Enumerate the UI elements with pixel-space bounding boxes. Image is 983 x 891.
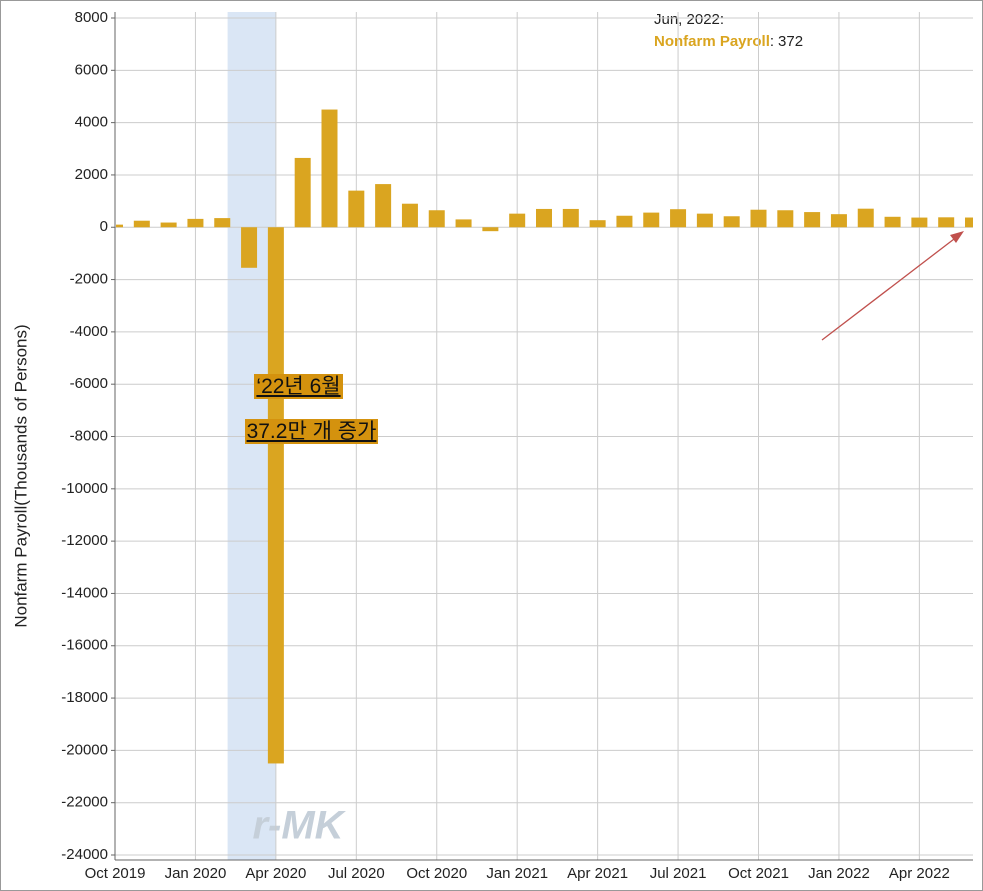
bar <box>965 217 973 228</box>
bar <box>160 222 177 228</box>
annotation-text: 37.2만 개 증가 <box>244 419 379 444</box>
y-tick-label: -14000 <box>61 584 108 601</box>
bar <box>375 184 392 228</box>
bar <box>830 214 847 228</box>
bar <box>267 227 284 764</box>
annotation-2: 37.2만 개 증가 <box>0 415 803 445</box>
x-tick-label: Oct 2019 <box>85 865 146 882</box>
y-tick-label: -20000 <box>61 741 108 758</box>
bar <box>401 203 418 228</box>
y-tick-label: 4000 <box>75 114 108 131</box>
tooltip-series: Nonfarm Payroll <box>654 33 770 50</box>
y-tick-label: 8000 <box>75 9 108 26</box>
tooltip-body: Nonfarm Payroll: 372 <box>654 33 803 50</box>
x-tick-label: Apr 2020 <box>245 865 306 882</box>
y-tick-label: 6000 <box>75 61 108 78</box>
bar <box>804 212 821 228</box>
x-tick-label: Jan 2021 <box>486 865 548 882</box>
y-tick-label: -4000 <box>70 323 108 340</box>
y-tick-label: -10000 <box>61 480 108 497</box>
bar <box>428 210 445 228</box>
bar <box>294 157 311 228</box>
bar <box>911 217 928 228</box>
y-tick-label: -16000 <box>61 637 108 654</box>
bar <box>750 209 767 228</box>
bar <box>116 224 123 228</box>
y-tick-label: -18000 <box>61 689 108 706</box>
bar <box>938 217 955 228</box>
bar <box>482 227 499 232</box>
bar <box>455 219 472 228</box>
bar <box>777 210 794 228</box>
x-tick-label: Oct 2021 <box>728 865 789 882</box>
y-tick-label: -12000 <box>61 532 108 549</box>
bar <box>241 227 258 268</box>
tooltip-value: 372 <box>778 33 803 50</box>
bar <box>643 212 660 228</box>
annotation-arrow <box>821 231 964 341</box>
bar <box>562 208 579 228</box>
bar <box>187 218 204 228</box>
annotation-text: ‘22년 6월 <box>254 374 343 399</box>
y-axis-label: Nonfarm Payroll(Thousands of Persons) <box>11 324 30 627</box>
bar <box>857 208 874 228</box>
tooltip-sep: : <box>770 33 774 50</box>
y-tick-label: 2000 <box>75 166 108 183</box>
tooltip-header: Jun, 2022: <box>654 11 724 28</box>
bar <box>321 109 338 228</box>
y-tick-label: 0 <box>100 218 108 235</box>
x-tick-label: Jan 2022 <box>808 865 870 882</box>
y-tick-label: -6000 <box>70 375 108 392</box>
annotation-1: ‘22년 6월 <box>0 370 790 400</box>
bar <box>133 220 150 228</box>
bar <box>696 213 713 228</box>
watermark: r-MK <box>252 804 346 848</box>
bar <box>589 220 606 228</box>
bar <box>214 218 231 228</box>
x-tick-label: Jan 2020 <box>165 865 227 882</box>
bar <box>723 216 740 228</box>
x-tick-label: Jul 2020 <box>328 865 385 882</box>
y-tick-label: -8000 <box>70 427 108 444</box>
x-tick-label: Oct 2020 <box>406 865 467 882</box>
bar <box>509 213 526 228</box>
bar <box>616 215 633 228</box>
bar <box>348 190 365 228</box>
x-tick-label: Apr 2021 <box>567 865 628 882</box>
bar <box>670 209 687 228</box>
bar <box>536 208 552 228</box>
bar <box>884 216 901 228</box>
x-tick-label: Jul 2021 <box>650 865 707 882</box>
y-tick-label: -24000 <box>61 846 108 863</box>
arrow-head <box>950 231 964 243</box>
arrow-line <box>821 235 959 341</box>
x-tick-label: Apr 2022 <box>889 865 950 882</box>
y-tick-label: -2000 <box>70 271 108 288</box>
y-tick-label: -22000 <box>61 794 108 811</box>
